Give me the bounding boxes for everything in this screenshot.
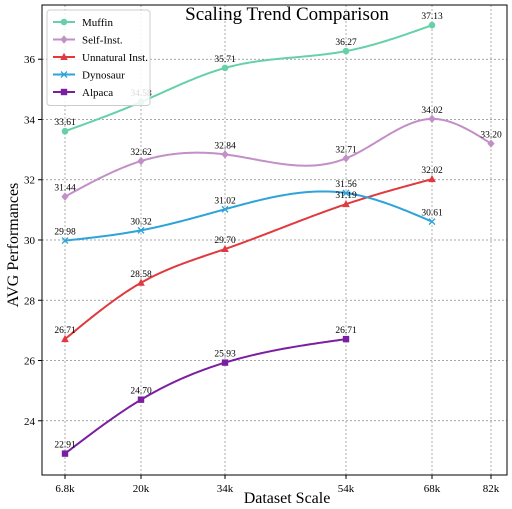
circle-marker [61, 127, 69, 135]
legend-item: Dynosaur [53, 70, 125, 82]
triangle-marker [137, 278, 145, 286]
data-label: 30.61 [421, 209, 443, 219]
legend-label: Alpaca [82, 87, 113, 99]
diamond-marker [61, 192, 69, 201]
x-marker [428, 218, 436, 226]
triangle-marker [60, 52, 68, 60]
data-label: 22.91 [54, 441, 76, 451]
legend-item: Alpaca [53, 87, 113, 99]
y-tick-label: 34 [24, 114, 36, 126]
data-label: 37.13 [421, 12, 443, 22]
data-label: 29.98 [54, 228, 76, 238]
triangle-marker [428, 174, 436, 183]
diamond-marker [137, 156, 145, 166]
data-label: 25.93 [214, 350, 236, 360]
x-tick-label: 34k [217, 483, 234, 495]
y-tick-label: 28 [24, 295, 36, 307]
x-marker [61, 237, 69, 245]
data-label: 30.32 [130, 217, 152, 227]
axis-ticks: 6.8k 20k 34k 54k 68k 82k 24 26 28 30 32 34 36 [24, 54, 500, 495]
legend: Muffin Self-Inst. Unnatural Inst. Dynosaur A… [46, 9, 151, 106]
data-label: 29.70 [214, 236, 236, 246]
series-curve [64, 190, 432, 242]
triangle-marker [342, 199, 350, 208]
square-marker [342, 335, 350, 343]
data-label: 31.44 [54, 184, 76, 194]
circle-marker [60, 18, 68, 26]
series-curve [64, 24, 432, 133]
triangle-marker [61, 334, 69, 343]
data-label: 32.71 [335, 145, 357, 155]
series-curves [64, 24, 492, 455]
data-label: 32.02 [421, 166, 443, 176]
y-tick-label: 24 [24, 416, 36, 428]
data-label: 26.71 [54, 326, 76, 336]
x-marker [60, 71, 68, 78]
legend-label: Dynosaur [82, 70, 125, 82]
diamond-marker [60, 35, 68, 44]
legend-label: Self-Inst. [82, 35, 123, 47]
legend-item: Muffin [53, 17, 113, 29]
legend-label: Muffin [82, 17, 113, 29]
data-label: 36.27 [335, 38, 357, 48]
legend-box [46, 9, 151, 106]
square-marker [221, 359, 229, 366]
y-tick-label: 26 [24, 356, 36, 368]
data-label: 31.19 [335, 191, 357, 201]
diamond-marker [487, 139, 495, 148]
data-label: 33.61 [54, 118, 76, 128]
diamond-marker [342, 154, 350, 163]
legend-item: Self-Inst. [53, 35, 123, 47]
y-tick-label: 36 [24, 54, 36, 66]
x-marker [221, 205, 229, 213]
data-label: 31.02 [214, 196, 236, 206]
circle-marker [428, 21, 436, 29]
y-axis-label: AVG Performances [5, 183, 22, 308]
series-curve [64, 117, 492, 198]
diamond-marker [221, 150, 229, 159]
x-marker [137, 226, 145, 234]
diamond-marker [428, 114, 436, 124]
data-label: 24.70 [130, 387, 152, 397]
x-axis-label: Dataset Scale [244, 490, 331, 507]
legend-label: Unnatural Inst. [82, 52, 148, 64]
series-curve [64, 178, 432, 340]
circle-marker [342, 47, 350, 55]
x-marker [342, 189, 350, 197]
triangle-marker [221, 244, 229, 253]
data-label: 35.71 [214, 55, 236, 65]
data-label: 32.84 [214, 141, 236, 151]
data-label: 28.58 [130, 270, 152, 280]
x-tick-label: 68k [424, 483, 441, 495]
circle-marker [221, 64, 229, 72]
data-label: 32.62 [130, 148, 152, 158]
x-tick-label: 54k [338, 483, 355, 495]
y-tick-label: 32 [24, 175, 35, 187]
data-label: 33.20 [480, 131, 502, 141]
x-tick-label: 82k [483, 483, 500, 495]
data-label: 31.56 [335, 180, 357, 190]
series-curve [64, 338, 346, 455]
y-tick-label: 30 [24, 235, 36, 247]
x-tick-label: 20k [133, 483, 150, 495]
legend-item: Unnatural Inst. [53, 52, 148, 64]
square-marker [137, 396, 145, 403]
data-labels: 33.6134.5835.7136.2737.1331.4432.6232.84… [54, 12, 502, 450]
data-label: 26.71 [335, 326, 357, 336]
square-marker [60, 88, 68, 96]
data-label: 34.02 [421, 106, 443, 116]
x-tick-label: 6.8k [55, 483, 75, 495]
square-marker [61, 450, 69, 457]
chart-title: Scaling Trend Comparison [185, 4, 389, 25]
